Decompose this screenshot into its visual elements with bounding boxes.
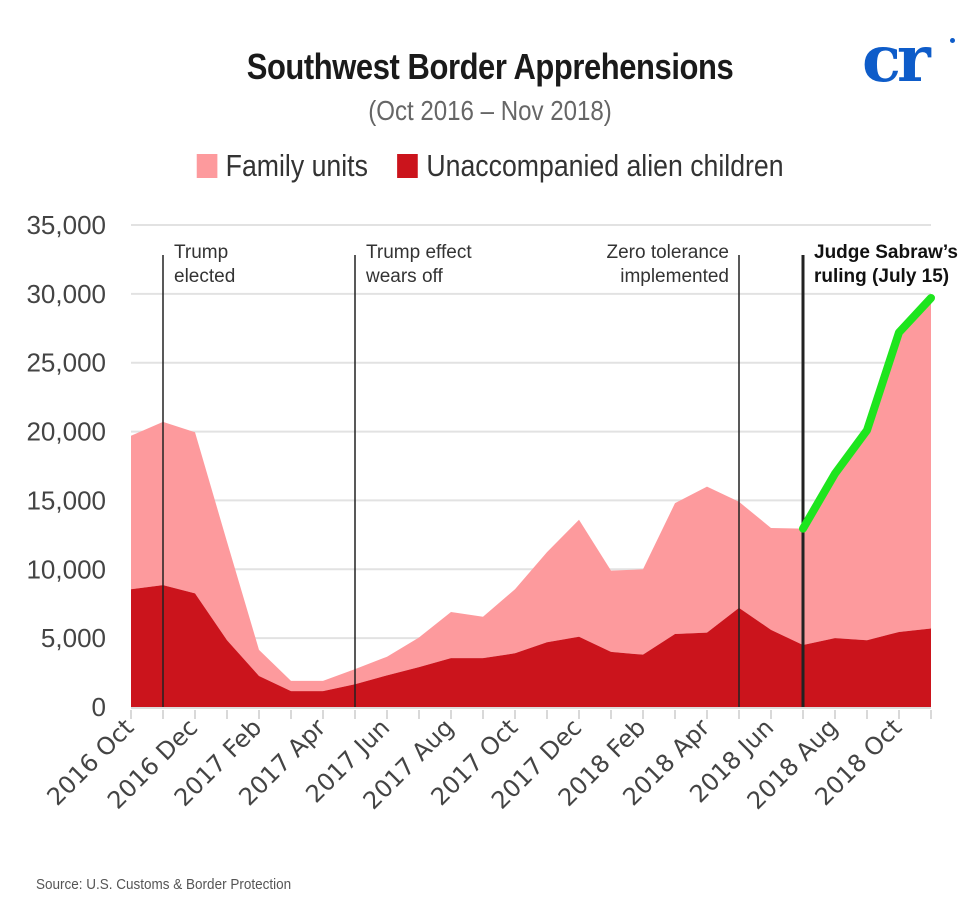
y-tick-label: 0 (92, 692, 106, 722)
x-axis-ticks (130, 707, 932, 719)
highlight-trend-line (799, 293, 935, 533)
y-tick-label: 10,000 (26, 554, 106, 584)
legend-swatch-family-units (196, 154, 218, 178)
y-axis-labels: 0 5,000 10,000 15,000 20,000 25,000 30,000 35,0… (26, 210, 106, 722)
annotation-label: Judge Sabraw’s (814, 242, 958, 263)
area-family-units (131, 297, 931, 692)
annotations: Trump elected Trump effect wears off Zero to… (162, 242, 958, 707)
y-tick-label: 25,000 (26, 348, 106, 378)
legend-label-unaccompanied-children: Unaccompanied alien children (426, 148, 784, 183)
stacked-areas (130, 297, 932, 707)
y-tick-label: 20,000 (26, 417, 106, 447)
legend-label-family-units: Family units (225, 148, 368, 183)
legend-item-unaccompanied-children: Unaccompanied alien children (397, 148, 784, 184)
annotation-label: implemented (620, 266, 729, 287)
chart-title: Southwest Border Apprehensions (246, 46, 734, 87)
annotation-label: wears off (365, 266, 443, 287)
cr-logo: cr (862, 22, 931, 97)
cr-logo-dot (950, 38, 955, 43)
chart-subtitle: (Oct 2016 – Nov 2018) (368, 95, 612, 126)
source-note: Source: U.S. Customs & Border Protection (36, 876, 292, 893)
y-tick-label: 15,000 (26, 485, 106, 515)
legend-item-family-units: Family units (196, 148, 368, 184)
annotation-label: ruling (July 15) (814, 266, 949, 287)
annotation-label: elected (174, 266, 235, 287)
highlight-line (799, 293, 935, 533)
annotation-label: Trump effect (366, 242, 472, 263)
y-tick-label: 30,000 (26, 279, 106, 309)
area-unaccompanied-children (131, 585, 931, 707)
y-tick-label: 5,000 (41, 623, 106, 653)
y-tick-label: 35,000 (26, 210, 106, 240)
legend-swatch-unaccompanied-children (397, 154, 418, 178)
annotation-label: Trump (174, 242, 228, 263)
annotation-label: Zero tolerance (606, 242, 729, 263)
legend: Family units Unaccompanied alien childre… (69, 148, 912, 184)
gridlines (131, 224, 931, 640)
